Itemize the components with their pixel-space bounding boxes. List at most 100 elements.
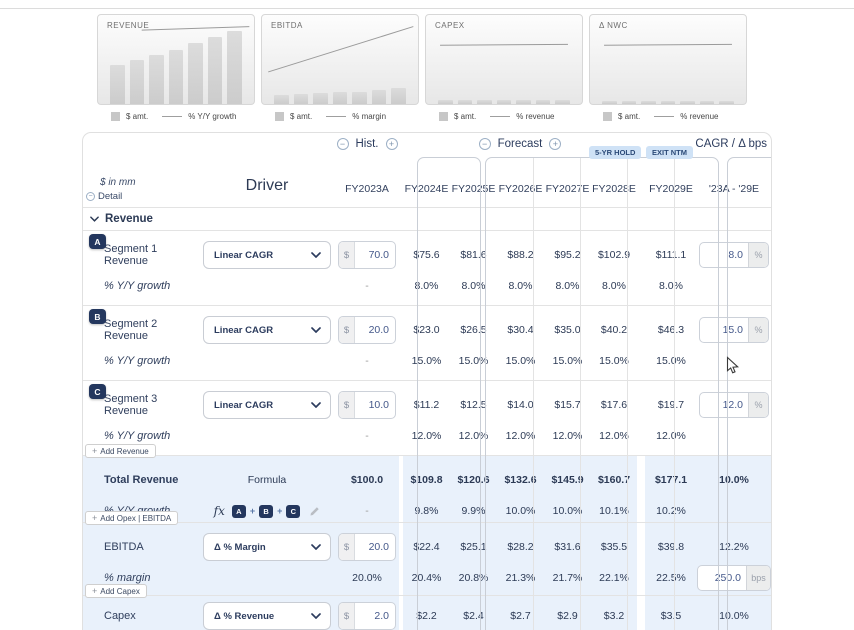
hist-amount-field[interactable] bbox=[355, 392, 395, 418]
value-cell: $35.5 bbox=[591, 533, 637, 561]
chevron-down-icon bbox=[311, 252, 321, 258]
hist-growth-cell: - bbox=[335, 422, 399, 450]
chart-legend: $ amt. % margin bbox=[261, 112, 419, 121]
total-revenue-block: Total Revenue Formula $100.0 $109.8 $120… bbox=[83, 455, 771, 522]
hist-amount-field[interactable] bbox=[355, 603, 395, 629]
cagr-input[interactable]: % bbox=[699, 392, 769, 418]
percent-suffix: % bbox=[748, 318, 768, 342]
value-cell: $75.6 bbox=[403, 240, 450, 270]
cagr-cell: 10.0% bbox=[697, 468, 771, 492]
ebitda-chart-card: EBITDA bbox=[261, 14, 419, 105]
value-cell: $145.9 bbox=[544, 468, 591, 492]
driver-select[interactable]: Δ % Margin bbox=[203, 533, 331, 561]
growth-cell: 15.0% bbox=[450, 347, 497, 375]
hist-collapse-icon[interactable]: − bbox=[337, 138, 349, 150]
driver-select[interactable]: Linear CAGR bbox=[203, 241, 331, 269]
value-cell: $2.9 bbox=[544, 602, 591, 630]
growth-cell: 12.0% bbox=[450, 422, 497, 450]
exit-value-cell: $3.5 bbox=[645, 602, 697, 630]
currency-prefix: $ bbox=[339, 392, 355, 418]
detail-label: Detail bbox=[98, 191, 122, 202]
segment-c-badge: C bbox=[89, 384, 106, 399]
chart-legend: $ amt. % Y/Y growth bbox=[97, 112, 255, 121]
formula-driver-label: Formula bbox=[199, 468, 335, 492]
plus-icon: + bbox=[92, 446, 97, 456]
line-swatch bbox=[162, 116, 182, 117]
value-cell: $14.0 bbox=[497, 390, 544, 420]
forecast-model-table: 5-YR HOLD EXIT NTM − Hist. + − Forecast … bbox=[82, 132, 772, 630]
hist-amount-field[interactable] bbox=[355, 317, 395, 343]
cagr-field[interactable] bbox=[700, 318, 748, 342]
amt-legend-label: $ amt. bbox=[618, 112, 640, 121]
top-divider bbox=[0, 8, 854, 9]
add-revenue-button[interactable]: + Add Revenue bbox=[85, 444, 156, 458]
value-cell: $17.6 bbox=[591, 390, 637, 420]
currency-prefix: $ bbox=[339, 242, 355, 268]
bps-input[interactable]: bps bbox=[697, 565, 771, 591]
hist-amount-input[interactable]: $ bbox=[338, 533, 396, 561]
line-legend-label: % revenue bbox=[516, 112, 554, 121]
driver-select[interactable]: Linear CAGR bbox=[203, 316, 331, 344]
bps-field[interactable] bbox=[698, 566, 746, 590]
chart-title: EBITDA bbox=[271, 21, 303, 30]
hist-growth-cell: - bbox=[335, 272, 399, 300]
value-cell: $160.7 bbox=[591, 468, 637, 492]
cagr-field[interactable] bbox=[700, 243, 748, 267]
segment-b-badge: B bbox=[89, 309, 106, 324]
nwc-chart-card: Δ NWC bbox=[589, 14, 747, 105]
growth-cell: 15.0% bbox=[544, 347, 591, 375]
segment-a-badge: A bbox=[89, 234, 106, 249]
margin-cell: 21.3% bbox=[497, 565, 544, 591]
operand-b-badge: B bbox=[259, 505, 273, 518]
value-cell: $35.0 bbox=[544, 315, 591, 345]
plus-icon: + bbox=[92, 586, 97, 596]
segment-3-block: C Segment 3 Revenue Linear CAGR $ $11.2 … bbox=[83, 380, 771, 455]
value-cell: $15.7 bbox=[544, 390, 591, 420]
revenue-section-row[interactable]: Revenue bbox=[83, 207, 771, 230]
add-capex-button[interactable]: + Add Capex bbox=[85, 584, 147, 598]
hist-amount-input[interactable]: $ bbox=[338, 241, 396, 269]
hist-amount-field[interactable] bbox=[355, 534, 395, 560]
hist-amount-field[interactable] bbox=[355, 242, 395, 268]
hist-amount-input[interactable]: $ bbox=[338, 602, 396, 630]
capex-block: Capex Δ % Revenue $ $2.2 $2.4 $2.7 $2.9 … bbox=[83, 595, 771, 630]
value-cell: $88.2 bbox=[497, 240, 544, 270]
value-cell: $3.2 bbox=[591, 602, 637, 630]
cagr-field[interactable] bbox=[700, 393, 748, 417]
hist-group-label: Hist. bbox=[356, 138, 379, 150]
exit-ntm-badge: EXIT NTM bbox=[646, 146, 693, 159]
margin-cell: 22.1% bbox=[591, 565, 637, 591]
forecast-expand-icon[interactable]: + bbox=[549, 138, 561, 150]
capex-label: Capex bbox=[83, 602, 199, 630]
line-legend-label: % margin bbox=[352, 112, 386, 121]
chart-title: CAPEX bbox=[435, 21, 465, 30]
mouse-cursor bbox=[726, 356, 740, 375]
driver-select[interactable]: Linear CAGR bbox=[203, 391, 331, 419]
hist-expand-icon[interactable]: + bbox=[386, 138, 398, 150]
driver-select-value: Linear CAGR bbox=[214, 325, 273, 336]
exit-value-cell: $177.1 bbox=[645, 468, 697, 492]
forecast-collapse-icon[interactable]: − bbox=[479, 138, 491, 150]
growth-cell: 9.9% bbox=[450, 498, 497, 524]
growth-row-label: % Y/Y growth bbox=[83, 272, 199, 300]
detail-toggle[interactable]: − Detail bbox=[86, 191, 122, 202]
growth-cell: 12.0% bbox=[497, 422, 544, 450]
edit-formula-icon[interactable] bbox=[309, 506, 320, 517]
value-cell: $30.4 bbox=[497, 315, 544, 345]
margin-cell: 21.7% bbox=[544, 565, 591, 591]
amt-legend-label: $ amt. bbox=[290, 112, 312, 121]
value-cell: $11.2 bbox=[403, 390, 450, 420]
growth-cell: 12.0% bbox=[591, 422, 637, 450]
value-cell: $22.4 bbox=[403, 533, 450, 561]
add-opex-ebitda-button[interactable]: + Add Opex | EBITDA bbox=[85, 511, 178, 525]
value-cell: $12.5 bbox=[450, 390, 497, 420]
growth-cell: 10.0% bbox=[544, 498, 591, 524]
cagr-input[interactable]: % bbox=[699, 317, 769, 343]
growth-cell: 12.0% bbox=[544, 422, 591, 450]
year-header: FY2025E bbox=[450, 155, 497, 207]
cagr-input[interactable]: % bbox=[699, 242, 769, 268]
hist-amount-input[interactable]: $ bbox=[338, 316, 396, 344]
driver-select[interactable]: Δ % Revenue bbox=[203, 602, 331, 630]
hist-amount-input[interactable]: $ bbox=[338, 391, 396, 419]
operand-a-badge: A bbox=[232, 505, 246, 518]
